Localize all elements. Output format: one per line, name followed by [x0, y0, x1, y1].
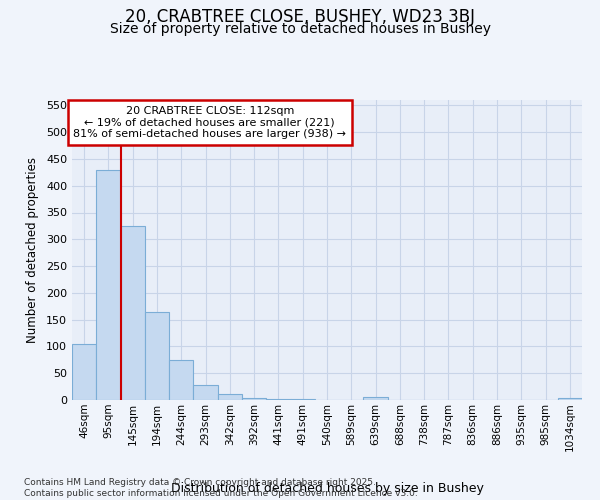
Text: Distribution of detached houses by size in Bushey: Distribution of detached houses by size … [170, 482, 484, 495]
Bar [169, 360, 193, 400]
Text: Contains HM Land Registry data © Crown copyright and database right 2025.
Contai: Contains HM Land Registry data © Crown c… [24, 478, 418, 498]
Bar [145, 312, 169, 400]
Bar [364, 398, 388, 400]
Bar [266, 399, 290, 400]
Bar [121, 226, 145, 400]
Bar [558, 398, 582, 400]
Bar [72, 344, 96, 400]
Text: 20 CRABTREE CLOSE: 112sqm
← 19% of detached houses are smaller (221)
81% of semi: 20 CRABTREE CLOSE: 112sqm ← 19% of detac… [73, 106, 346, 139]
Bar [193, 385, 218, 400]
Text: Size of property relative to detached houses in Bushey: Size of property relative to detached ho… [110, 22, 491, 36]
Text: 20, CRABTREE CLOSE, BUSHEY, WD23 3BJ: 20, CRABTREE CLOSE, BUSHEY, WD23 3BJ [125, 8, 475, 26]
Bar [218, 394, 242, 400]
Y-axis label: Number of detached properties: Number of detached properties [26, 157, 39, 343]
Bar [242, 398, 266, 400]
Bar [96, 170, 121, 400]
